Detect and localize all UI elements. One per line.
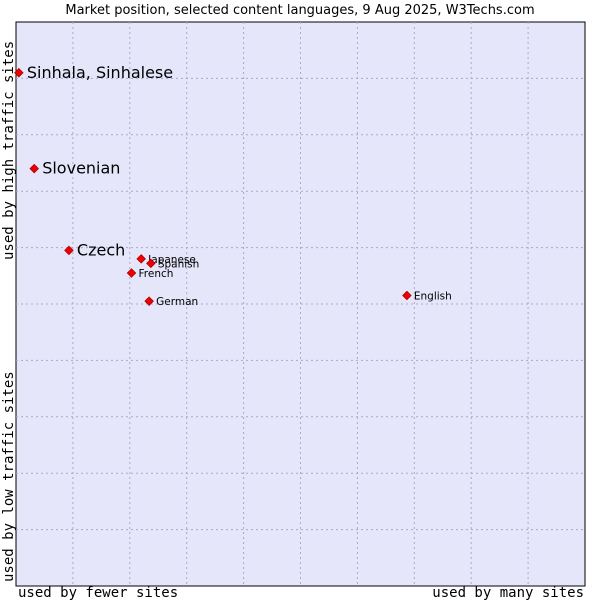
- point-marker: [146, 258, 156, 269]
- grid: [16, 22, 585, 586]
- data-point[interactable]: Spanish: [146, 258, 200, 270]
- y-axis-high-label: used by high traffic sites: [1, 41, 17, 260]
- point-marker: [136, 254, 146, 264]
- data-point[interactable]: English: [402, 290, 452, 303]
- point-label: Spanish: [158, 258, 199, 270]
- data-point[interactable]: Czech: [64, 240, 126, 259]
- data-point[interactable]: German: [144, 296, 198, 308]
- point-label: German: [156, 296, 198, 308]
- data-points: Sinhala, Sinhalese Slovenian Czech Japanese…: [14, 63, 452, 308]
- point-label: Slovenian: [42, 159, 120, 178]
- x-axis-high-label: used by many sites: [432, 585, 584, 600]
- y-axis-low-label: used by low traffic sites: [1, 371, 17, 582]
- point-marker: [144, 296, 154, 306]
- point-label: French: [139, 268, 174, 280]
- x-axis-low-label: used by fewer sites: [18, 585, 178, 600]
- point-label: Sinhala, Sinhalese: [27, 63, 173, 82]
- point-marker: [126, 268, 137, 278]
- point-marker: [402, 290, 412, 301]
- point-label: Japanese: [147, 254, 196, 266]
- point-marker: [14, 67, 24, 78]
- point-label: English: [414, 291, 452, 303]
- data-point[interactable]: Japanese: [136, 254, 196, 266]
- point-marker: [29, 163, 39, 174]
- data-point[interactable]: French: [126, 268, 174, 280]
- point-marker: [64, 245, 74, 256]
- chart-title: Market position, selected content langua…: [65, 3, 534, 18]
- data-point[interactable]: Slovenian: [29, 159, 120, 178]
- point-label: Czech: [77, 240, 125, 259]
- data-point[interactable]: Sinhala, Sinhalese: [14, 63, 173, 82]
